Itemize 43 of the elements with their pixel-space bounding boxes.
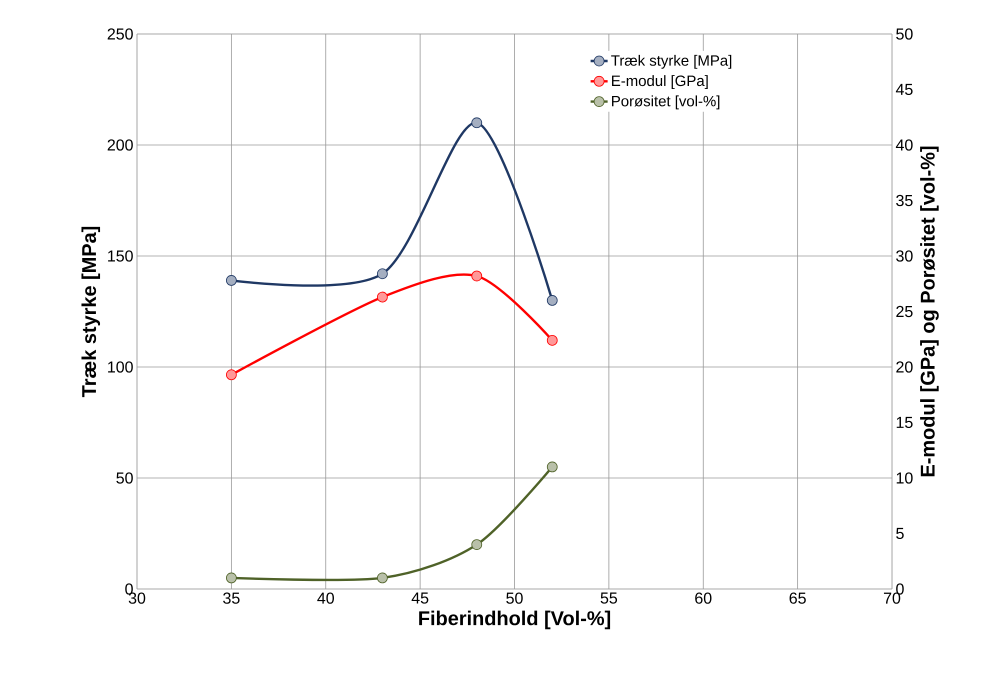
y2-tick-label: 20 bbox=[896, 361, 913, 373]
y-tick-label: 100 bbox=[108, 361, 133, 373]
y2-tick-label: 0 bbox=[896, 583, 904, 595]
y-tick-label: 50 bbox=[116, 472, 133, 484]
x-tick-label: 70 bbox=[884, 592, 900, 604]
y2-tick-label: 10 bbox=[896, 472, 913, 484]
point bbox=[226, 369, 237, 380]
y2-tick-label: 25 bbox=[896, 306, 913, 318]
point bbox=[546, 462, 558, 472]
legend-label: E-modul [GPa] bbox=[612, 75, 708, 90]
y-tick-label: 150 bbox=[108, 250, 133, 262]
y2-tick-label: 15 bbox=[896, 416, 913, 428]
point bbox=[377, 268, 388, 280]
x-tick-label: 60 bbox=[695, 592, 712, 604]
legend-label: Træk styrke [MPa] bbox=[611, 54, 732, 69]
point bbox=[546, 295, 558, 306]
point bbox=[377, 292, 388, 302]
legend-label: Porøsitet [vol-%] bbox=[612, 95, 720, 110]
point bbox=[226, 572, 237, 584]
y2-tick-label: 35 bbox=[896, 194, 913, 206]
x-tick-label: 40 bbox=[317, 592, 334, 604]
x-tick-label: 55 bbox=[600, 592, 618, 604]
point bbox=[471, 539, 482, 550]
point bbox=[546, 334, 558, 346]
y2-axis-title: E-modul [GPa] og Porøsitet [vol-%] bbox=[920, 146, 939, 476]
x-tick-label: 65 bbox=[790, 592, 806, 604]
y2-tick-label: 45 bbox=[896, 84, 913, 96]
point bbox=[471, 270, 482, 282]
x-tick-label: 30 bbox=[128, 592, 146, 604]
x-axis-title: Fiberindhold [Vol-%] bbox=[419, 610, 610, 630]
x-tick-label: 50 bbox=[506, 592, 523, 604]
x-tick-label: 45 bbox=[412, 592, 428, 604]
y2-tick-label: 5 bbox=[896, 528, 904, 540]
point bbox=[226, 275, 237, 286]
x-tick-label: 35 bbox=[223, 592, 240, 604]
point bbox=[471, 117, 482, 128]
y-tick-label: 200 bbox=[108, 139, 133, 151]
y2-tick-label: 30 bbox=[896, 250, 913, 262]
y-axis-title: Træk styrke [MPa] bbox=[81, 226, 100, 398]
y-tick-label: 250 bbox=[108, 28, 133, 40]
y2-tick-label: 50 bbox=[896, 28, 913, 40]
y2-tick-label: 40 bbox=[896, 139, 913, 151]
point bbox=[377, 572, 388, 584]
